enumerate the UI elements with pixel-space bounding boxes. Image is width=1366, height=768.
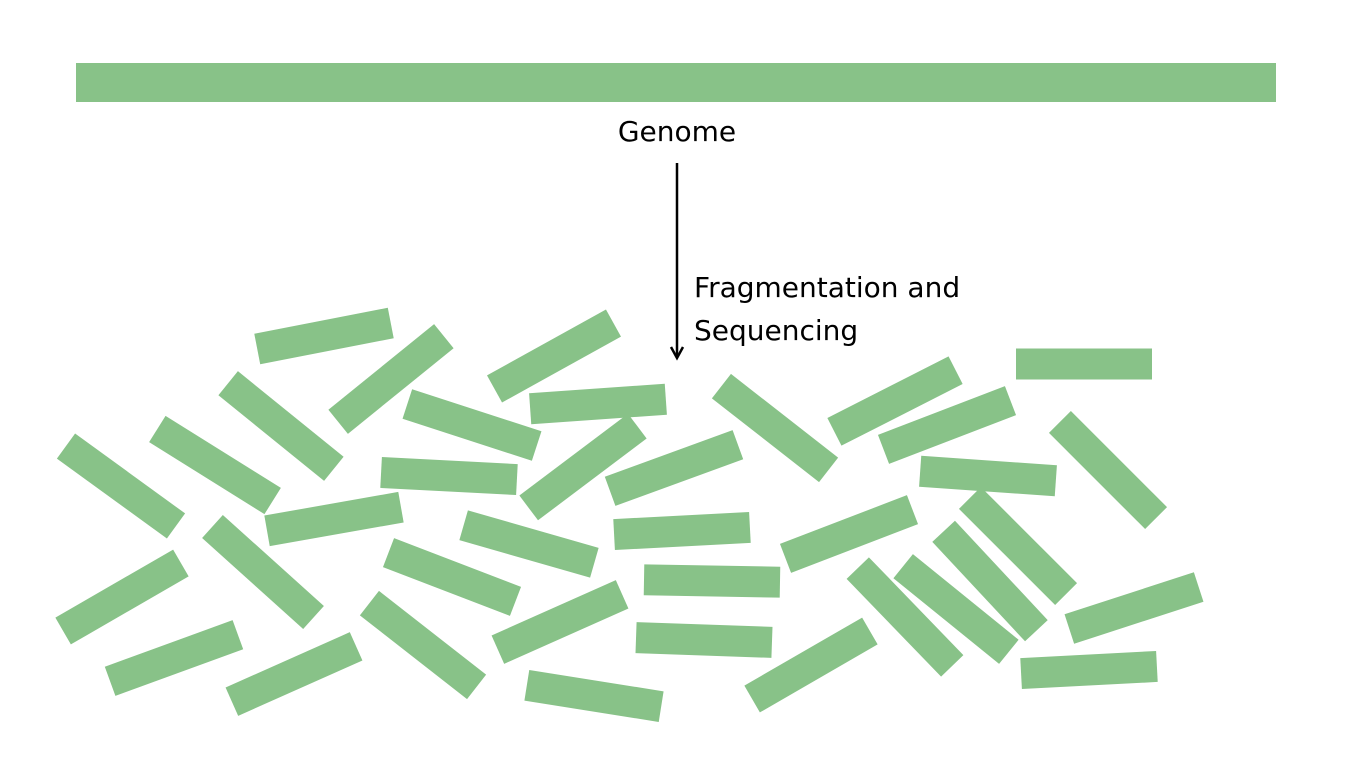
sequence-fragment-32 [958, 486, 1078, 606]
sequence-fragment-7 [402, 389, 542, 461]
sequence-fragment-10 [380, 456, 518, 496]
sequence-fragment-12 [202, 514, 324, 630]
sequence-fragment-11 [264, 491, 404, 547]
sequence-fragment-3 [487, 309, 621, 403]
sequence-fragment-5 [149, 415, 281, 515]
sequence-fragment-2 [328, 324, 454, 434]
sequence-fragment-29 [919, 455, 1057, 497]
sequence-fragment-4 [218, 371, 344, 481]
sequence-fragment-6 [56, 433, 186, 539]
sequence-fragment-15 [613, 511, 751, 551]
sequence-fragment-18 [491, 580, 629, 664]
genome-bar [76, 63, 1276, 102]
sequence-fragment-22 [225, 632, 363, 716]
sequence-fragment-24 [524, 670, 664, 722]
process-label-line1: Fragmentation and [694, 271, 960, 304]
sequence-fragment-20 [635, 622, 773, 658]
sequence-fragment-28 [1016, 348, 1152, 380]
sequence-fragment-8 [529, 383, 667, 425]
sequence-fragment-36 [1064, 572, 1204, 644]
sequence-fragment-34 [893, 554, 1019, 664]
sequence-fragment-33 [932, 520, 1048, 642]
sequence-fragment-1 [254, 307, 394, 365]
sequence-fragment-38 [1020, 650, 1158, 690]
sequence-fragment-21 [359, 590, 487, 700]
process-arrow-head [669, 346, 685, 361]
genome-label: Genome [618, 115, 736, 148]
sequence-fragment-17 [382, 538, 522, 616]
sequence-fragment-19 [643, 564, 781, 598]
sequence-fragment-31 [779, 495, 919, 573]
sequence-fragment-37 [744, 617, 878, 713]
process-label-line2: Sequencing [694, 314, 858, 347]
sequence-fragment-35 [846, 557, 964, 677]
sequence-fragment-26 [827, 356, 963, 446]
sequence-fragment-16 [604, 430, 744, 506]
sequence-fragment-23 [104, 620, 244, 696]
sequence-fragment-14 [459, 510, 599, 578]
sequence-fragment-27 [877, 386, 1017, 464]
sequence-fragments [55, 307, 1204, 722]
sequence-fragment-13 [55, 549, 189, 645]
sequence-fragment-30 [1048, 410, 1168, 530]
sequence-fragment-25 [711, 373, 839, 483]
sequence-fragment-9 [519, 413, 647, 521]
